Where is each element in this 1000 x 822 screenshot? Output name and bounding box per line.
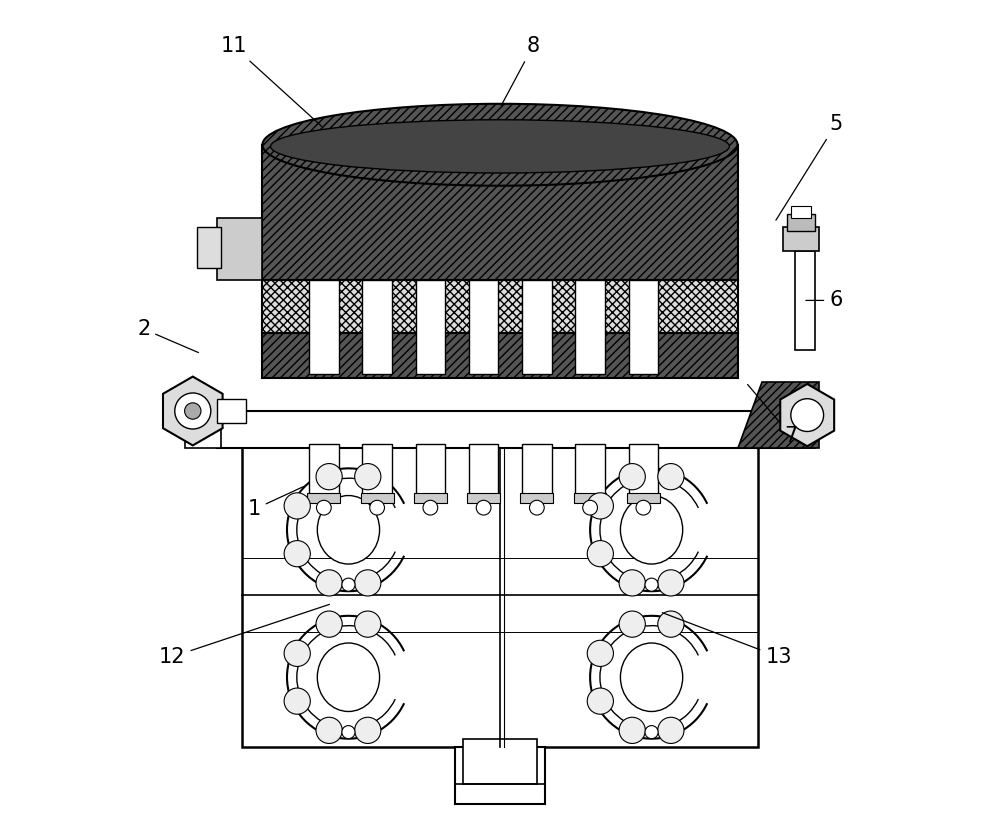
Circle shape (316, 570, 342, 596)
Circle shape (185, 403, 201, 419)
Bar (362, 444, 392, 497)
Bar (779, 419, 815, 448)
Bar (416, 280, 445, 374)
Ellipse shape (262, 104, 738, 186)
Bar (361, 493, 394, 503)
Circle shape (658, 718, 684, 743)
Ellipse shape (620, 643, 683, 712)
Circle shape (658, 464, 684, 490)
Text: 5: 5 (776, 114, 843, 220)
Ellipse shape (317, 496, 380, 564)
Ellipse shape (271, 120, 729, 173)
Circle shape (423, 501, 438, 515)
Circle shape (355, 464, 381, 490)
Circle shape (342, 578, 355, 591)
Text: 13: 13 (662, 612, 792, 667)
Text: 11: 11 (221, 36, 322, 127)
Ellipse shape (317, 643, 380, 712)
Circle shape (645, 726, 658, 739)
Circle shape (175, 393, 211, 429)
Text: 1: 1 (248, 486, 305, 520)
Bar (575, 280, 605, 374)
Circle shape (355, 718, 381, 743)
Bar (469, 280, 498, 374)
Bar (197, 227, 221, 268)
Bar (217, 219, 262, 280)
Bar (262, 145, 738, 280)
Bar (787, 215, 815, 231)
Bar (414, 493, 447, 503)
Circle shape (316, 611, 342, 637)
Bar (309, 280, 339, 374)
Text: 6: 6 (806, 290, 843, 311)
Circle shape (342, 726, 355, 739)
Circle shape (587, 688, 613, 714)
Circle shape (316, 464, 342, 490)
Text: 12: 12 (159, 604, 329, 667)
Circle shape (619, 464, 645, 490)
Circle shape (284, 541, 310, 567)
Text: 2: 2 (137, 319, 198, 353)
Circle shape (284, 688, 310, 714)
Bar (522, 444, 552, 497)
Bar (627, 493, 660, 503)
Bar (629, 444, 658, 497)
Bar (307, 493, 340, 503)
Circle shape (370, 501, 384, 515)
Polygon shape (780, 384, 834, 446)
Bar (520, 493, 553, 503)
Bar (242, 444, 758, 747)
Circle shape (316, 501, 331, 515)
Bar (575, 444, 605, 497)
Circle shape (529, 501, 544, 515)
Circle shape (619, 570, 645, 596)
Circle shape (636, 501, 651, 515)
Text: 7: 7 (748, 385, 797, 446)
Circle shape (619, 718, 645, 743)
Polygon shape (738, 382, 819, 448)
Bar (262, 280, 738, 333)
Bar (574, 493, 606, 503)
Circle shape (587, 640, 613, 667)
Circle shape (355, 570, 381, 596)
Text: 8: 8 (501, 36, 539, 105)
Bar (795, 252, 815, 349)
Bar (217, 411, 783, 448)
Circle shape (355, 611, 381, 637)
Bar (362, 280, 392, 374)
Circle shape (658, 611, 684, 637)
Bar (791, 206, 811, 219)
Bar (783, 227, 819, 252)
Bar (217, 399, 246, 423)
Circle shape (284, 640, 310, 667)
Circle shape (587, 493, 613, 519)
Circle shape (658, 570, 684, 596)
Bar (522, 280, 552, 374)
Bar (463, 739, 537, 783)
Ellipse shape (620, 496, 683, 564)
Circle shape (587, 541, 613, 567)
Bar (455, 747, 545, 804)
Bar (467, 493, 500, 503)
Bar (309, 444, 339, 497)
Bar (262, 333, 738, 378)
Bar (185, 419, 221, 448)
Bar (629, 280, 658, 374)
Circle shape (316, 718, 342, 743)
Circle shape (476, 501, 491, 515)
Bar (469, 444, 498, 497)
Circle shape (645, 578, 658, 591)
Circle shape (583, 501, 597, 515)
Polygon shape (163, 376, 223, 446)
Circle shape (791, 399, 824, 432)
Circle shape (619, 611, 645, 637)
Bar (416, 444, 445, 497)
Circle shape (284, 493, 310, 519)
